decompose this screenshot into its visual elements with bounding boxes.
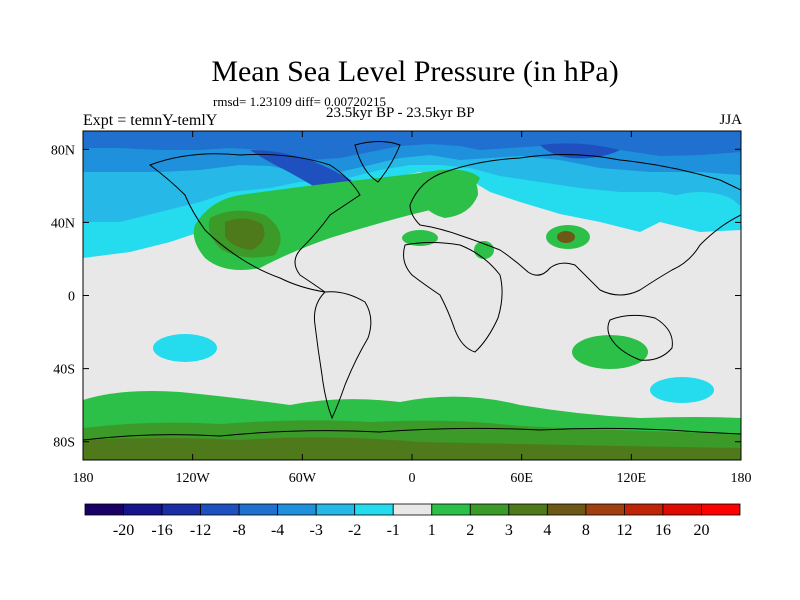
colorbar-label: 20 — [693, 522, 709, 539]
axes: 180 120W 60W 0 60E 120E 180 80N 40N 0 40S 80S — [51, 131, 752, 486]
colorbar-swatch — [701, 503, 741, 516]
colorbar-label: 4 — [543, 522, 551, 539]
y-tick-label: 40S — [53, 363, 75, 378]
y-tick-label: 40N — [51, 216, 75, 231]
contour-fill-layer — [83, 131, 741, 460]
coastline-antarctica — [83, 427, 741, 441]
stats-text: rmsd= 1.23109 diff= 0.00720215 — [213, 94, 386, 109]
colorbar-label: 12 — [616, 522, 632, 539]
contour-southeastern-us-core — [225, 218, 265, 250]
colorbar-swatch — [315, 503, 356, 516]
contour-arctic-north-america — [250, 150, 360, 193]
colorbar-swatch — [392, 503, 433, 516]
colorbar-swatch — [546, 503, 587, 516]
colorbar-swatch — [238, 503, 279, 516]
colorbar-swatch — [123, 503, 163, 516]
colorbar-label: -16 — [151, 522, 172, 539]
x-tick-label: 60W — [289, 471, 317, 486]
colorbar-swatch — [624, 503, 664, 516]
colorbar-swatch — [161, 503, 201, 516]
contour-mediterranean — [402, 230, 438, 246]
colorbar-label: -3 — [310, 522, 323, 539]
colorbar-swatch — [200, 503, 240, 516]
coastline-africa — [403, 242, 503, 353]
colorbar-label: -2 — [348, 522, 361, 539]
coastline-eurasia — [409, 153, 741, 296]
coastline-australia — [607, 314, 673, 361]
contour-tibet-core — [557, 231, 575, 243]
x-tick-label: 180 — [731, 471, 752, 486]
colorbar-swatch — [469, 503, 510, 516]
contour-northern-stronger — [83, 131, 741, 160]
colorbar-label: 16 — [655, 522, 671, 539]
colorbar: -20 -16 -12 -8 -4 -3 -2 -1 1 2 3 4 8 12 16 20 — [84, 503, 741, 539]
contour-antarctica-core — [83, 437, 741, 460]
contour-australia-south — [572, 335, 648, 369]
chart-title: Mean Sea Level Pressure (in hPa) — [211, 55, 619, 88]
x-tick-label: 0 — [409, 471, 416, 486]
colorbar-label: -20 — [113, 522, 134, 539]
colorbar-swatch — [585, 503, 625, 516]
colorbar-swatch — [508, 503, 548, 516]
colorbar-label: -12 — [190, 522, 211, 539]
y-tick-label: 0 — [68, 290, 75, 305]
colorbar-label: -1 — [387, 522, 400, 539]
colorbar-label: -4 — [271, 522, 284, 539]
experiment-label: Expt = temnY-temlY — [83, 112, 218, 129]
coastline-greenland — [354, 141, 401, 183]
period-label: 23.5kyr BP - 23.5kyr BP — [326, 105, 475, 121]
season-label: JJA — [719, 112, 742, 128]
colorbar-swatch — [662, 503, 702, 516]
colorbar-swatch — [277, 503, 317, 516]
colorbar-swatch — [431, 503, 471, 516]
coastlines — [83, 141, 741, 441]
x-tick-label: 60E — [510, 471, 533, 486]
colorbar-label: -8 — [232, 522, 245, 539]
contour-north-pacific-east — [660, 192, 740, 228]
coastline-north-america — [148, 153, 361, 293]
colorbar-swatch — [84, 503, 124, 516]
x-tick-label: 180 — [73, 471, 94, 486]
x-tick-label: 120W — [176, 471, 211, 486]
x-tick-label: 120E — [617, 471, 647, 486]
colorbar-label: 2 — [466, 522, 474, 539]
contour-scandinavia — [418, 170, 478, 218]
colorbar-label: 1 — [428, 522, 436, 539]
colorbar-swatch — [354, 503, 394, 516]
contour-south-pacific — [153, 334, 217, 362]
colorbar-label: 3 — [505, 522, 513, 539]
y-tick-label: 80S — [53, 436, 75, 451]
contour-southern-ocean-east — [650, 377, 714, 403]
y-tick-label: 80N — [51, 143, 75, 158]
colorbar-label: 8 — [582, 522, 590, 539]
coastline-south-america — [314, 291, 372, 420]
